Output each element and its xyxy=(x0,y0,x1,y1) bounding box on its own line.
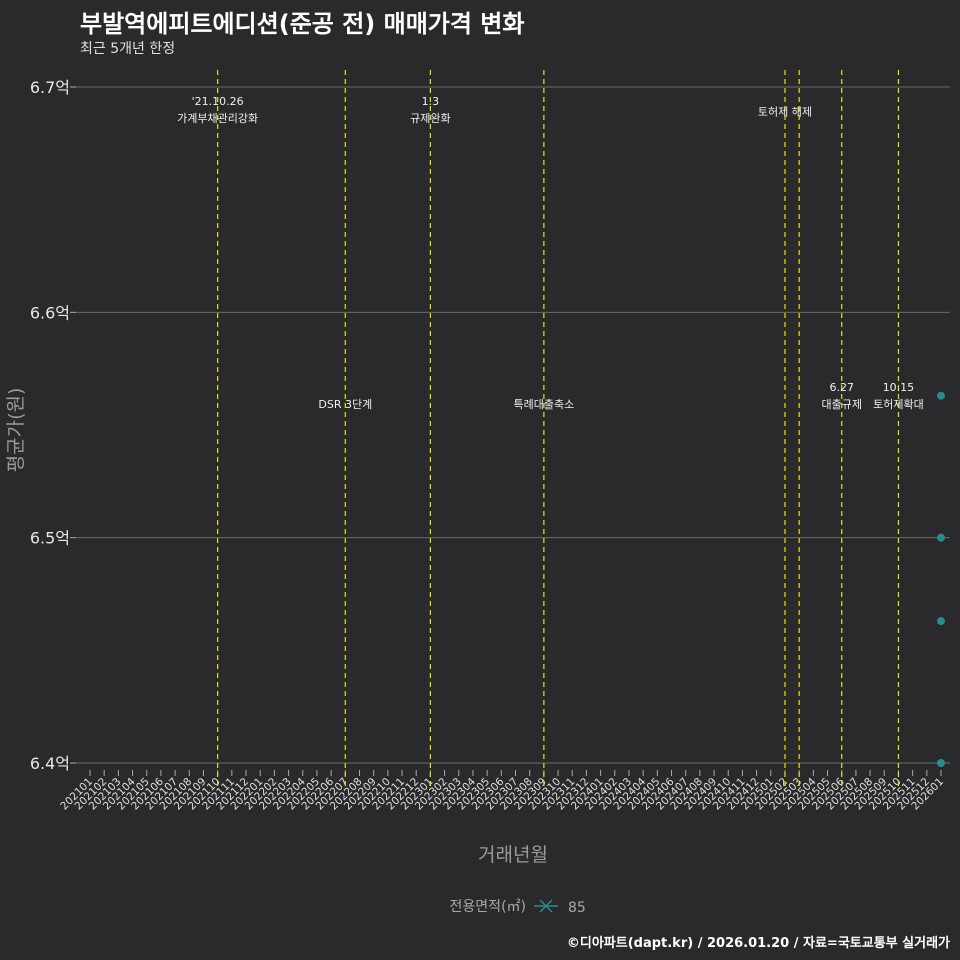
event-date-label: 6.27 xyxy=(829,381,854,394)
data-point xyxy=(937,759,945,767)
y-tick-label: 6.6억 xyxy=(30,303,70,322)
event-name-label: 규제완화 xyxy=(410,112,450,125)
y-tick-label: 6.5억 xyxy=(30,529,70,548)
event-date-label: '21.10.26 xyxy=(192,95,244,108)
event-name-label: DSR 3단계 xyxy=(318,398,372,411)
data-point xyxy=(937,391,945,400)
y-tick-label: 6.4억 xyxy=(30,754,70,773)
event-name-label: 특례대출축소 xyxy=(513,398,574,411)
x-axis-title: 거래년월 xyxy=(478,844,548,866)
source-caption: ©디아파트(dapt.kr) / 2026.01.20 / 자료=국토교통부 실… xyxy=(566,936,950,951)
event-name-label: 토허제확대 xyxy=(873,398,924,411)
legend-entry: 85 xyxy=(568,900,586,916)
event-date-label: 10.15 xyxy=(883,381,915,394)
event-name-label: 대출규제 xyxy=(821,398,861,411)
chart-title: 부발역에피트에디션(준공 전) 매매가격 변화 xyxy=(80,10,525,38)
y-axis-title: 평균가(원) xyxy=(5,388,27,473)
data-point xyxy=(937,617,945,626)
y-tick-label: 6.7억 xyxy=(30,78,70,97)
event-date-label: 1.3 xyxy=(422,95,440,108)
event-name-label: 토허제 해제 xyxy=(758,104,812,118)
data-point xyxy=(937,533,945,542)
event-name-label: 가계부채관리강화 xyxy=(177,112,258,125)
legend-cross-icon xyxy=(539,899,553,913)
legend-title: 전용면적(㎡) xyxy=(450,899,526,915)
chart-subtitle: 최근 5개년 한정 xyxy=(80,41,176,57)
